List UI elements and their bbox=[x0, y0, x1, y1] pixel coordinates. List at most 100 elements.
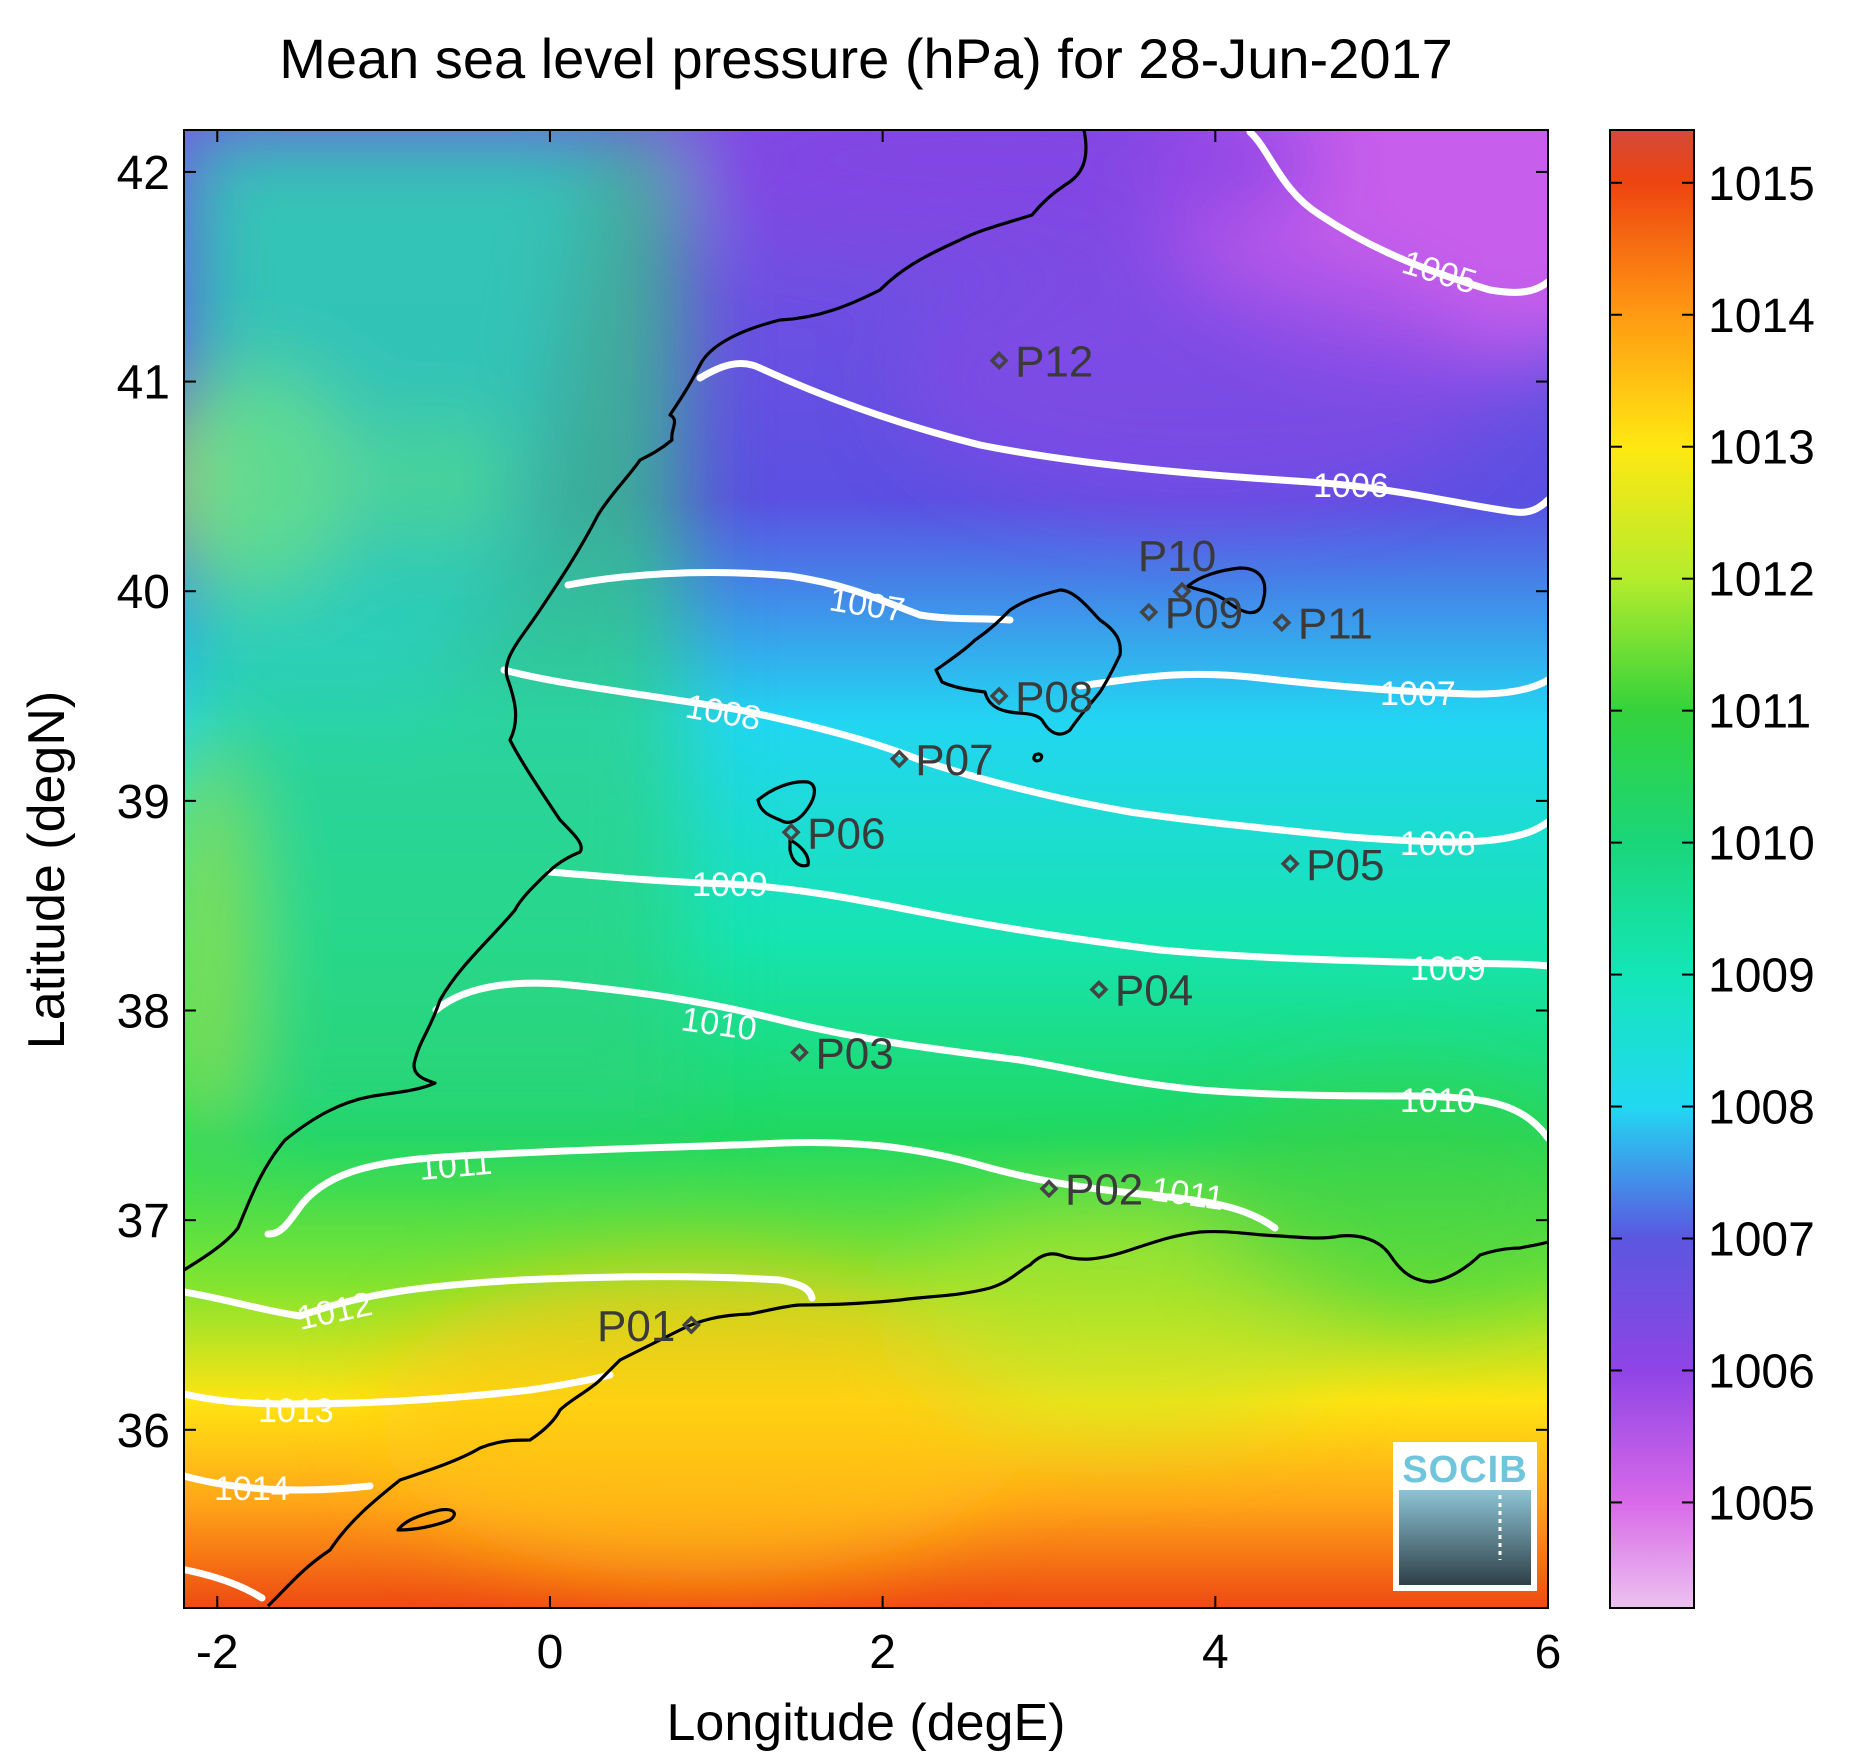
station-label: P05 bbox=[1306, 841, 1384, 890]
coastline-alboran-island bbox=[396, 1508, 456, 1532]
station-label: P09 bbox=[1165, 589, 1243, 638]
station-p05: P05 bbox=[1280, 841, 1384, 890]
colorbar-tick-label: 1014 bbox=[1708, 290, 1815, 343]
isobar-label: 1013 bbox=[258, 1392, 334, 1430]
isobar-1012 bbox=[184, 1273, 816, 1320]
colorbar: 1015 1014 1013 1012 1011 1010 1009 1008 1007 1006… bbox=[1609, 129, 1815, 1609]
plot-frame bbox=[183, 129, 1549, 1609]
y-tick-label: 38 bbox=[117, 986, 170, 1039]
station-label: P04 bbox=[1115, 967, 1193, 1016]
station-label: P08 bbox=[1015, 673, 1093, 722]
station-p03: P03 bbox=[789, 1029, 894, 1078]
chart-title: Mean sea level pressure (hPa) for 28-Jun… bbox=[279, 27, 1453, 90]
station-p01: P01 bbox=[597, 1302, 701, 1351]
isobar-1008 bbox=[500, 666, 1548, 846]
colorbar-tick-label: 1005 bbox=[1708, 1477, 1815, 1530]
station-marker-icon bbox=[781, 822, 801, 842]
station-label: P07 bbox=[915, 736, 993, 785]
coastline-menorca bbox=[1186, 566, 1267, 615]
coastline-formentera bbox=[788, 838, 810, 868]
station-label: P02 bbox=[1065, 1166, 1143, 1215]
x-tick-label: 6 bbox=[1535, 1626, 1562, 1679]
coastline-mallorca bbox=[934, 588, 1122, 736]
coastline-ibiza bbox=[756, 780, 816, 824]
station-p07: P07 bbox=[889, 736, 994, 785]
station-marker-icon bbox=[789, 1042, 809, 1062]
y-tick-label: 36 bbox=[117, 1405, 170, 1458]
colorbar-tick-label: 1013 bbox=[1708, 422, 1815, 475]
coastlines bbox=[184, 130, 1548, 1608]
station-p09: P09 bbox=[1139, 589, 1243, 638]
station-label: P06 bbox=[807, 809, 885, 858]
colorbar-ramp bbox=[1609, 129, 1695, 1609]
isobar-labels: 1005 1006 1007 1007 1008 1008 1009 1009 … bbox=[214, 243, 1486, 1508]
isobar-1009 bbox=[546, 868, 1548, 970]
station-p11: P11 bbox=[1272, 600, 1373, 649]
station-marker-icon bbox=[889, 749, 909, 769]
pressure-field-blobs bbox=[184, 130, 1548, 1580]
station-marker-icon bbox=[989, 686, 1009, 706]
station-marker-icon bbox=[1139, 602, 1159, 622]
colorbar-tick-label: 1010 bbox=[1708, 818, 1815, 871]
colorbar-tick-label: 1015 bbox=[1708, 158, 1815, 211]
colorbar-tick-label: 1008 bbox=[1708, 1082, 1815, 1135]
coastline-cabrera bbox=[1032, 752, 1044, 763]
socib-logo-text: SOCIB bbox=[1402, 1449, 1527, 1491]
x-tick-label: 4 bbox=[1202, 1626, 1229, 1679]
isobar-1007b bbox=[1076, 670, 1548, 698]
station-marker-icon bbox=[1172, 581, 1192, 601]
isobar-label: 1009 bbox=[1410, 950, 1486, 988]
station-p08: P08 bbox=[989, 673, 1093, 722]
station-p06: P06 bbox=[781, 809, 885, 858]
isobar-label: 1007 bbox=[1380, 675, 1456, 713]
station-markers: P01 P02 P03 P04 P05 P06 P07 P08 P09 P10 P11 P12 bbox=[597, 338, 1384, 1351]
station-p10: P10 bbox=[1138, 532, 1216, 601]
colorbar-tick-label: 1011 bbox=[1708, 686, 1811, 739]
station-p12: P12 bbox=[989, 338, 1093, 387]
station-label: P03 bbox=[815, 1029, 893, 1078]
colorbar-tick-label: 1006 bbox=[1708, 1345, 1815, 1398]
socib-logo: SOCIB bbox=[1393, 1442, 1537, 1591]
y-tick-label: 37 bbox=[117, 1195, 170, 1248]
isobar-contours: 1005 1006 1007 1007 1008 1008 1009 1009 … bbox=[184, 130, 1548, 1602]
x-tick-label: 2 bbox=[869, 1626, 896, 1679]
isobar-label: 1010 bbox=[1400, 1082, 1476, 1120]
station-label: P01 bbox=[597, 1302, 675, 1351]
isobar-label: 1009 bbox=[692, 866, 768, 904]
station-label: P11 bbox=[1298, 600, 1373, 649]
station-label: P12 bbox=[1015, 338, 1093, 387]
colorbar-ticks: 1015 1014 1013 1012 1011 1010 1009 1008 1007 1006… bbox=[1610, 158, 1815, 1530]
y-tick-label: 40 bbox=[117, 566, 170, 619]
x-tick-label: -2 bbox=[196, 1626, 239, 1679]
isobar-1010 bbox=[432, 979, 1548, 1142]
y-axis-label: Latitude (degN) bbox=[18, 691, 76, 1049]
station-marker-icon bbox=[1039, 1179, 1059, 1199]
station-label: P10 bbox=[1138, 532, 1216, 581]
colorbar-tick-label: 1007 bbox=[1708, 1214, 1815, 1267]
coastline-north-africa bbox=[266, 1229, 1548, 1608]
station-marker-icon bbox=[1089, 980, 1109, 1000]
y-tick-label: 41 bbox=[117, 357, 170, 410]
plot-area: 1005 1006 1007 1007 1008 1008 1009 1009 … bbox=[184, 130, 1548, 1608]
isobar-label: 1008 bbox=[1400, 825, 1476, 863]
colorbar-tick-label: 1012 bbox=[1708, 554, 1815, 607]
station-marker-icon bbox=[1272, 613, 1292, 633]
isobar-1005 bbox=[1246, 130, 1548, 296]
station-p04: P04 bbox=[1089, 967, 1193, 1016]
socib-logo-gradient bbox=[1399, 1490, 1531, 1585]
isobar-1015 bbox=[184, 1566, 266, 1602]
coastline-iberia bbox=[184, 130, 1088, 1272]
isobar-label: 1006 bbox=[1313, 467, 1389, 505]
isobar-1007a bbox=[564, 569, 1014, 624]
y-tick-label: 39 bbox=[117, 776, 170, 829]
x-axis-ticks: -2 0 2 4 6 bbox=[196, 130, 1561, 1679]
x-axis-label: Longitude (degE) bbox=[667, 1694, 1066, 1752]
station-marker-icon bbox=[1280, 854, 1300, 874]
isobar-1011 bbox=[264, 1138, 1279, 1238]
y-tick-label: 42 bbox=[117, 147, 170, 200]
station-marker-icon bbox=[989, 351, 1009, 371]
isobar-label: 1014 bbox=[214, 1470, 290, 1508]
station-p02: P02 bbox=[1039, 1166, 1143, 1215]
isobar-1013 bbox=[184, 1371, 614, 1408]
colorbar-tick-label: 1009 bbox=[1708, 950, 1815, 1003]
